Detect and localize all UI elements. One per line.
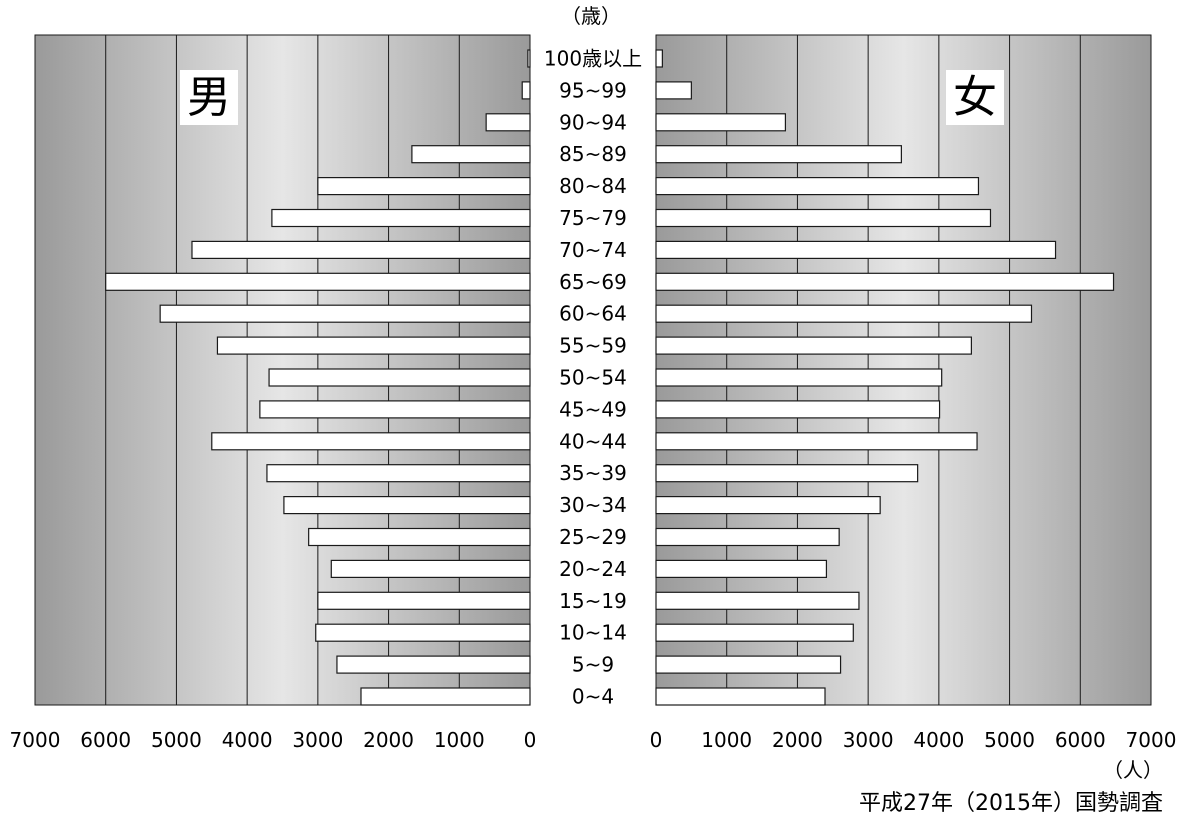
male-bar bbox=[105, 272, 531, 291]
male-bar bbox=[317, 177, 531, 196]
female-bar bbox=[655, 368, 943, 387]
male-x-tick-label: 0 bbox=[524, 728, 537, 752]
female-x-tick-label: 5000 bbox=[984, 728, 1035, 752]
male-bar bbox=[259, 400, 531, 419]
male-x-tick-labels: 0 1000 2000 3000 4000 5000 6000 7000 bbox=[10, 728, 537, 752]
female-bar bbox=[655, 240, 1057, 259]
age-group-label: 45~49 bbox=[559, 397, 627, 421]
age-group-label: 90~94 bbox=[559, 110, 627, 134]
female-x-tick-label: 7000 bbox=[1126, 728, 1177, 752]
male-bar bbox=[211, 432, 531, 451]
male-bar bbox=[216, 336, 531, 355]
male-x-tick-label: 3000 bbox=[292, 728, 343, 752]
male-bar bbox=[283, 496, 531, 515]
male-bar bbox=[411, 145, 531, 164]
female-label-box bbox=[946, 70, 1004, 125]
female-bar bbox=[655, 336, 972, 355]
age-group-label: 40~44 bbox=[559, 429, 627, 453]
age-group-label: 15~19 bbox=[559, 589, 627, 613]
male-bar bbox=[159, 304, 531, 323]
male-bar bbox=[268, 368, 531, 387]
female-x-tick-label: 2000 bbox=[772, 728, 823, 752]
male-bar bbox=[191, 240, 531, 259]
male-bar bbox=[485, 113, 531, 132]
female-bar bbox=[655, 623, 854, 642]
male-x-tick-label: 4000 bbox=[222, 728, 273, 752]
male-x-tick-label: 6000 bbox=[80, 728, 131, 752]
age-group-label: 75~79 bbox=[559, 206, 627, 230]
age-group-label: 70~74 bbox=[559, 238, 627, 262]
male-bar bbox=[360, 687, 531, 706]
female-label: 女 bbox=[953, 72, 997, 123]
age-group-label: 55~59 bbox=[559, 334, 627, 358]
age-group-label: 60~64 bbox=[559, 302, 627, 326]
age-group-label: 25~29 bbox=[559, 525, 627, 549]
female-bar bbox=[655, 145, 902, 164]
female-bar bbox=[655, 687, 826, 706]
source-note: 平成27年（2015年）国勢調査 bbox=[859, 791, 1163, 816]
female-bar bbox=[655, 559, 828, 579]
female-x-tick-label: 1000 bbox=[701, 728, 752, 752]
male-x-tick-label: 1000 bbox=[434, 728, 485, 752]
female-x-tick-label: 3000 bbox=[843, 728, 894, 752]
female-bar bbox=[655, 432, 978, 451]
female-bars bbox=[655, 49, 1115, 706]
age-group-label: 0~4 bbox=[572, 685, 614, 709]
female-bar bbox=[655, 272, 1115, 291]
age-group-label: 10~14 bbox=[559, 621, 627, 645]
male-bar bbox=[317, 591, 531, 610]
age-group-label: 95~99 bbox=[559, 78, 627, 102]
age-group-labels: 100歳以上 95~99 90~94 85~89 80~84 75~79 70~74 65~6… bbox=[544, 47, 642, 709]
male-bar bbox=[521, 81, 531, 100]
female-bar bbox=[655, 177, 980, 196]
male-label-box bbox=[180, 70, 238, 125]
male-bar bbox=[308, 527, 531, 547]
female-bar bbox=[655, 304, 1033, 323]
female-bar bbox=[655, 591, 860, 610]
male-bar bbox=[527, 49, 531, 68]
age-group-label: 80~84 bbox=[559, 174, 627, 198]
female-bar bbox=[655, 400, 941, 419]
male-bar bbox=[315, 623, 531, 642]
male-label: 男 bbox=[187, 72, 231, 123]
age-group-label: 20~24 bbox=[559, 557, 627, 581]
female-x-tick-label: 0 bbox=[650, 728, 663, 752]
female-bar bbox=[655, 113, 787, 132]
female-bar bbox=[655, 208, 992, 228]
female-bar bbox=[655, 81, 692, 100]
female-x-tick-label: 6000 bbox=[1055, 728, 1106, 752]
female-x-tick-labels: 0 1000 2000 3000 4000 5000 6000 7000 bbox=[650, 728, 1177, 752]
female-x-tick-label: 4000 bbox=[913, 728, 964, 752]
age-group-label: 85~89 bbox=[559, 142, 627, 166]
female-bar bbox=[655, 49, 663, 68]
male-x-tick-label: 5000 bbox=[151, 728, 202, 752]
female-bar bbox=[655, 527, 840, 547]
age-group-label: 65~69 bbox=[559, 270, 627, 294]
age-unit-label: （歳） bbox=[561, 4, 621, 28]
male-x-tick-label: 7000 bbox=[10, 728, 61, 752]
male-bar bbox=[330, 559, 531, 579]
male-bar bbox=[271, 208, 531, 228]
age-group-label: 35~39 bbox=[559, 461, 627, 485]
age-group-label: 5~9 bbox=[572, 653, 614, 677]
male-bars bbox=[105, 49, 531, 706]
age-group-label: 100歳以上 bbox=[544, 47, 642, 71]
age-group-label: 50~54 bbox=[559, 366, 627, 390]
male-bar bbox=[336, 655, 531, 674]
male-bar bbox=[266, 464, 531, 483]
male-x-tick-label: 2000 bbox=[363, 728, 414, 752]
female-bar bbox=[655, 464, 919, 483]
people-unit-label: （人） bbox=[1103, 758, 1163, 782]
female-bar bbox=[655, 655, 842, 674]
age-group-label: 30~34 bbox=[559, 493, 627, 517]
female-bar bbox=[655, 496, 881, 515]
